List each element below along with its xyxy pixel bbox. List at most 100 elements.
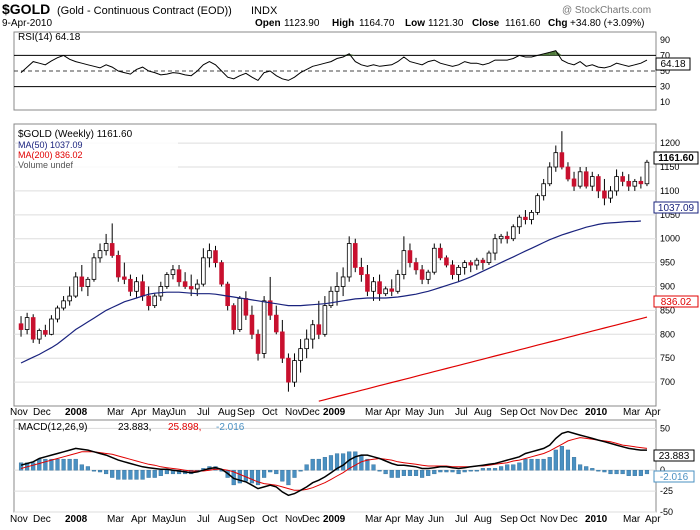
x-axis-label: Sep: [500, 514, 518, 525]
macd-histogram-bar: [85, 466, 90, 471]
price-series: [18, 131, 650, 402]
macd-legend-hist: -2.016: [216, 422, 245, 433]
header-date: 9-Apr-2010: [2, 18, 52, 29]
candle-body: [170, 269, 176, 275]
macd-histogram-bar: [426, 469, 431, 476]
macd-tick-label: -50: [660, 507, 673, 517]
macd-histogram-bar: [268, 469, 273, 473]
candle-body: [577, 171, 583, 187]
price-tick-label: 1000: [660, 234, 680, 244]
x-axis-label: Apr: [131, 407, 147, 418]
candle-body: [626, 180, 632, 187]
candle-body: [115, 255, 121, 278]
macd-histogram-bar: [110, 469, 115, 478]
candle-body: [486, 252, 492, 264]
macd-histogram-bar: [146, 469, 151, 478]
macd-histogram-bar: [371, 464, 376, 471]
macd-histogram-bar: [262, 469, 267, 478]
candle-body: [480, 259, 486, 264]
x-axis-label: May: [405, 407, 424, 418]
rsi-tick-label: 70: [660, 50, 670, 60]
candle-body: [438, 247, 443, 259]
candle-body: [261, 300, 267, 354]
macd-histogram-bar: [523, 458, 528, 471]
candle-body: [128, 278, 133, 292]
candle-body: [638, 180, 644, 185]
macd-last-box: [653, 449, 695, 462]
candle-body: [231, 305, 237, 330]
x-axis-label: Jul: [197, 407, 210, 418]
macd-histogram-bar: [255, 469, 261, 486]
x-axis-label: Nov: [540, 407, 558, 418]
macd-histogram-bar: [237, 469, 242, 484]
macd-histogram-bar: [316, 458, 321, 471]
candle-body: [79, 276, 85, 287]
price-tick-label: 1050: [660, 210, 680, 220]
x-axis-label: Dec: [302, 514, 320, 525]
macd-histogram-bar: [432, 469, 437, 475]
chg-label: Chg: [548, 18, 567, 29]
macd-histogram-bar: [79, 464, 84, 471]
x-axis-label: Nov: [285, 514, 303, 525]
macd-histogram-bar: [632, 469, 637, 476]
price-tick-label: 1100: [660, 186, 679, 196]
macd-histogram-bar: [377, 469, 382, 472]
macd-series: [18, 430, 650, 497]
macd-histogram-bar: [596, 469, 601, 472]
macd-legend-name: MACD(12,26,9): [18, 422, 87, 433]
candle-body: [450, 264, 455, 275]
hist-last-box: [653, 470, 695, 483]
x-axis-label: Jun: [428, 514, 444, 525]
candle-body: [644, 161, 650, 185]
macd-histogram-bar: [67, 458, 72, 471]
candle-body: [377, 281, 382, 295]
candle-body: [91, 257, 97, 280]
x-axis-label: Apr: [645, 514, 661, 525]
macd-histogram-bar: [280, 469, 285, 482]
candle-body: [73, 276, 79, 297]
candle-body: [304, 338, 309, 350]
x-axis-label: Aug: [474, 407, 492, 418]
macd-histogram-bar: [18, 462, 24, 471]
macd-histogram-bar: [365, 458, 370, 471]
macd-tick-label: -25: [660, 486, 673, 496]
candle-body: [492, 238, 498, 254]
x-axis-labels-macd: Nov Dec 2008 Mar Apr May Jun Jul Aug Sep Oct Nov Dec…: [10, 514, 661, 525]
ma50-legend: MA(50) 1037.09: [18, 140, 83, 150]
candle-body: [249, 314, 255, 335]
candle-body: [310, 324, 316, 340]
macd-tick-label: 50: [660, 423, 670, 433]
macd-histogram-bar: [249, 469, 255, 484]
macd-histogram-bar: [644, 469, 650, 475]
macd-histogram-bar: [565, 449, 571, 471]
ma200-last-box: [653, 295, 699, 308]
macd-histogram-bar: [638, 469, 643, 476]
x-axis-label: May: [152, 514, 171, 525]
macd-histogram-bar: [292, 469, 297, 478]
candle-body: [201, 257, 206, 285]
macd-histogram-bar: [541, 458, 546, 471]
x-axis-label: 2010: [585, 514, 608, 525]
macd-histogram-bar: [395, 469, 400, 478]
macd-histogram-bar: [49, 458, 54, 471]
candle-body: [273, 314, 279, 333]
macd-histogram-bar: [164, 469, 169, 475]
candle-body: [237, 298, 243, 330]
macd-legend-signal: 25.898,: [168, 422, 201, 433]
macd-histogram-bar: [122, 469, 127, 480]
macd-axis: 50 0 -25 -50: [660, 423, 673, 517]
rsi-panel: [13, 31, 657, 111]
candle-body: [541, 183, 546, 197]
rsi-overbought-fill: [555, 50, 562, 56]
macd-histogram-bar: [547, 457, 552, 471]
ma50-line: [20, 220, 641, 364]
candle-body: [559, 152, 565, 168]
candle-body: [97, 250, 103, 259]
candle-body: [632, 180, 638, 187]
candle-body: [413, 262, 419, 271]
rsi-line: [20, 50, 648, 82]
candle-body: [346, 243, 352, 278]
candle-body: [225, 283, 230, 307]
x-axis-label: Dec: [302, 407, 320, 418]
